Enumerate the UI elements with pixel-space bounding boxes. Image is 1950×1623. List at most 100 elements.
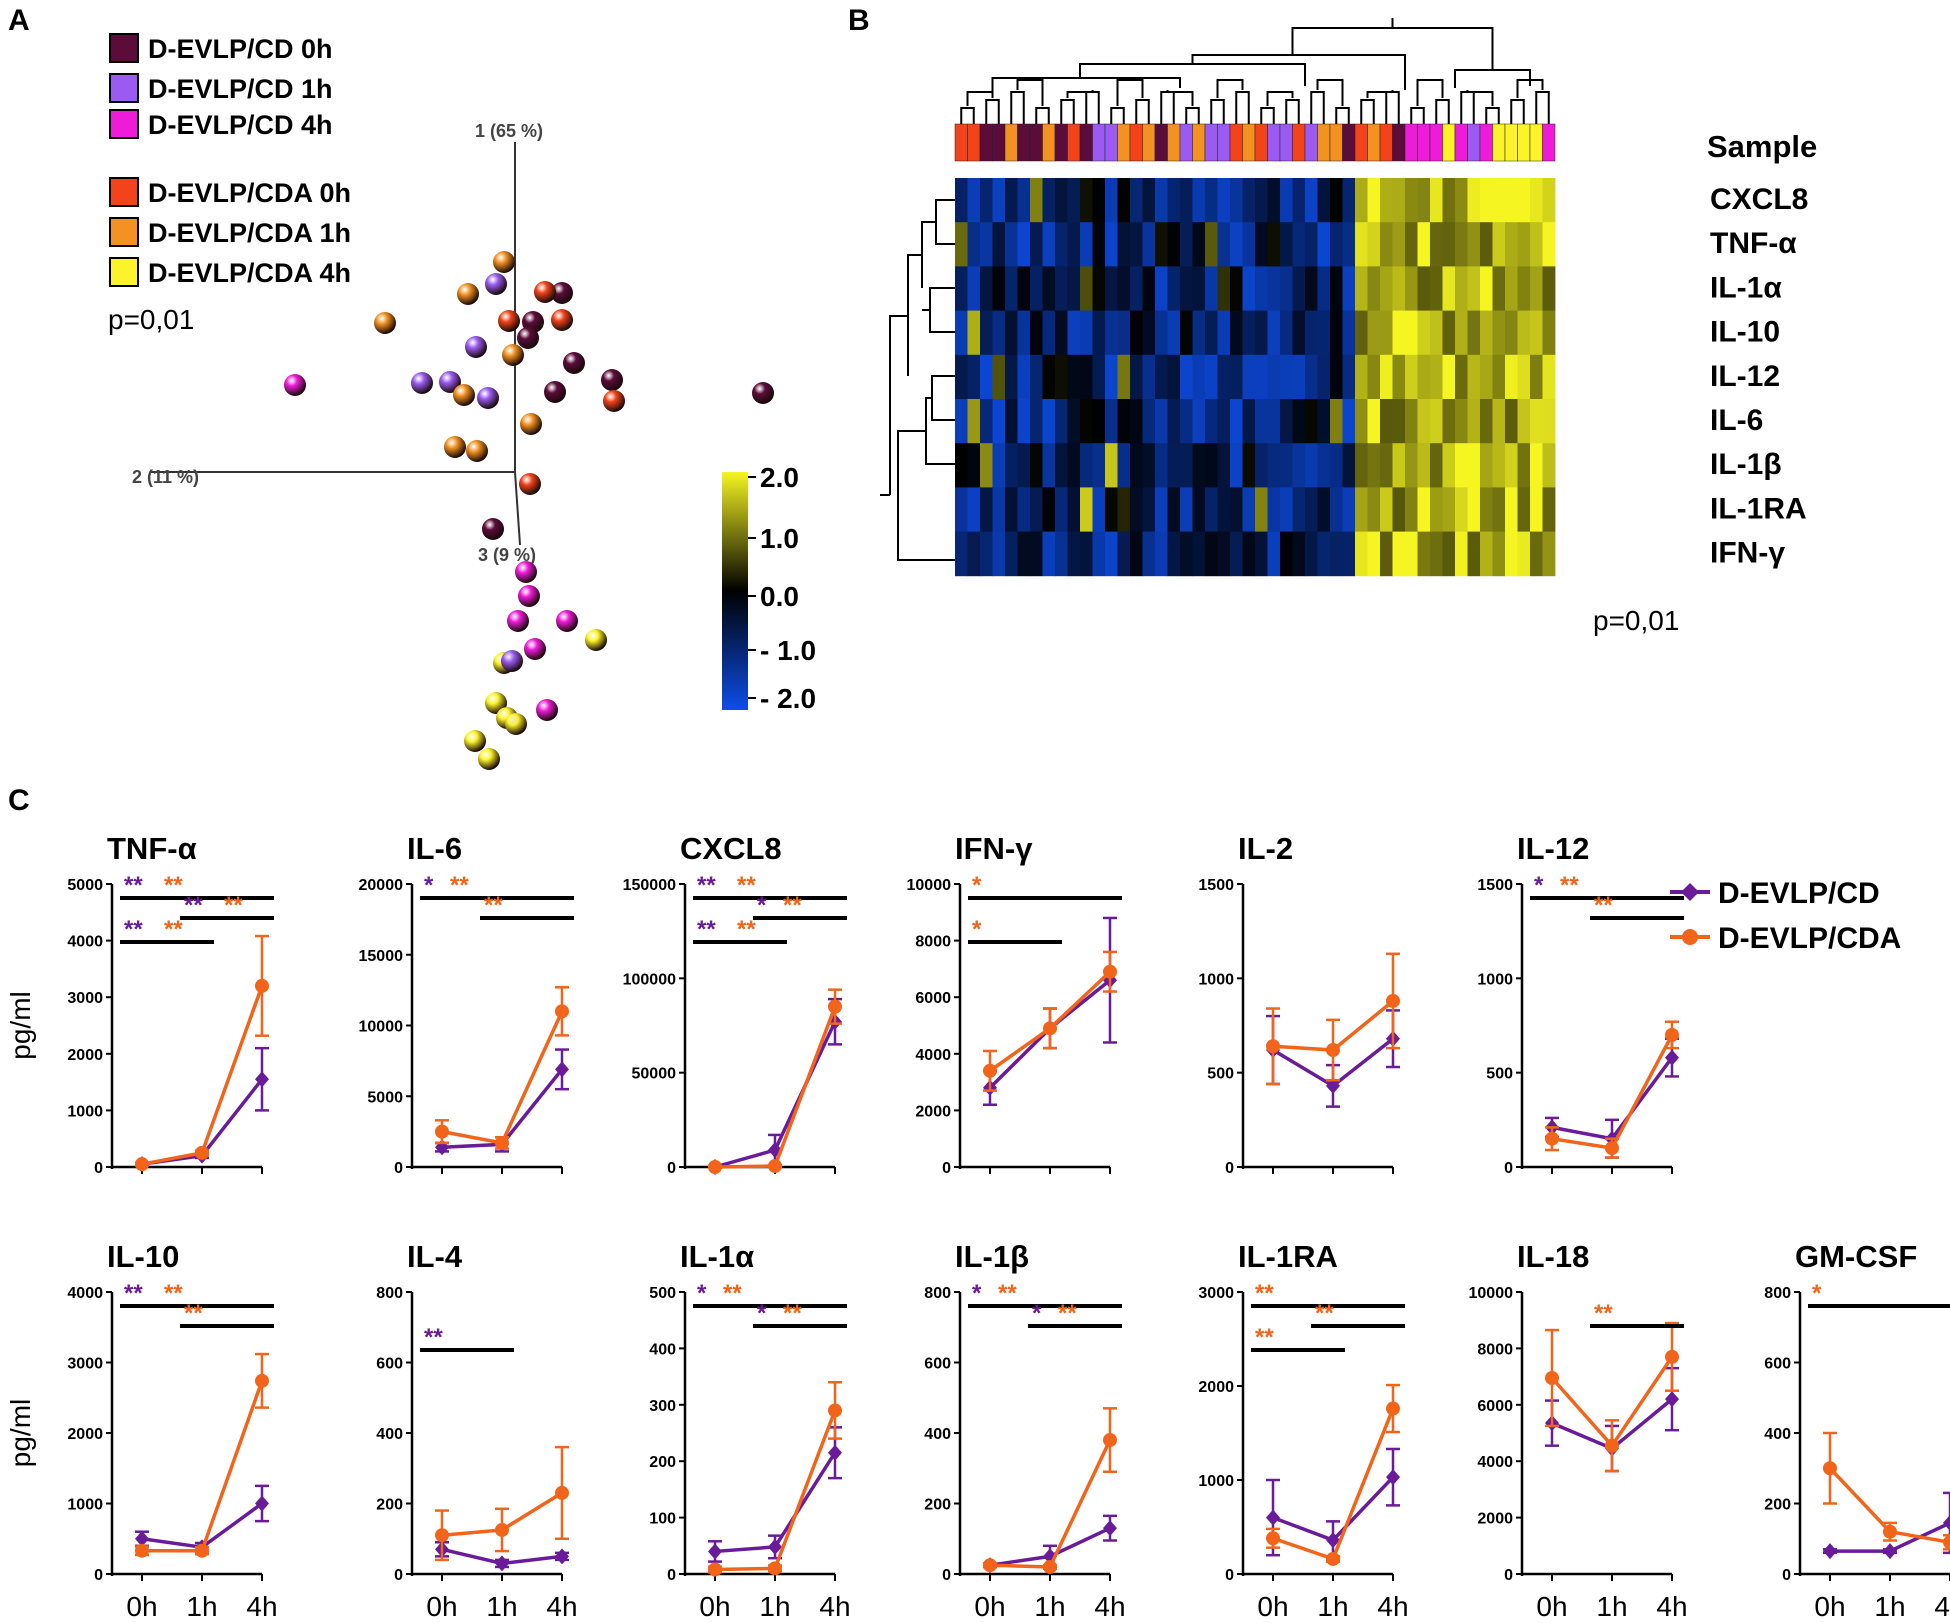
data-point-circle (255, 1373, 269, 1388)
data-point-circle (495, 1135, 509, 1150)
heatmap-cell (1005, 443, 1018, 488)
heatmap-cell (1042, 531, 1056, 577)
heatmap-cell (1217, 266, 1231, 311)
data-point-diamond (555, 1548, 569, 1565)
heatmap-gene-label: IL-12 (1710, 360, 1780, 393)
pca-legend-label: D-EVLP/CD 1h (148, 74, 333, 104)
y-tick-label: 8000 (1477, 1341, 1513, 1358)
heatmap-cell (1180, 178, 1193, 223)
heatmap-cell (1055, 178, 1068, 223)
heatmap-cell (1005, 178, 1018, 223)
subplot-title: IL-1α (680, 1239, 754, 1274)
data-point-circle (1103, 964, 1117, 979)
sample-annotation-cell (1142, 123, 1156, 162)
heatmap-gene-label: IL-1β (1710, 448, 1782, 481)
legend-label: D-EVLP/CD (1718, 877, 1880, 910)
y-tick-label: 0 (667, 1160, 676, 1177)
heatmap-cell (1142, 399, 1156, 444)
pca-point (284, 374, 306, 396)
y-tick-label: 10000 (907, 877, 952, 894)
heatmap-cell (1217, 443, 1231, 488)
y-tick-label: 100 (649, 1511, 676, 1528)
pca-point (752, 382, 774, 404)
y-tick-label: 1000 (67, 1103, 103, 1120)
significance-stars: ** (124, 1280, 143, 1307)
heatmap-cell (1242, 531, 1256, 577)
heatmap-cell (967, 487, 981, 532)
pca-point (485, 273, 507, 295)
significance-stars: ** (1594, 892, 1613, 919)
x-tick-label: 1h (759, 1591, 790, 1622)
y-tick-label: 6000 (915, 990, 951, 1007)
heatmap-cell (1017, 531, 1031, 577)
heatmap-cell (955, 266, 968, 311)
heatmap-cell (1280, 531, 1293, 577)
heatmap-cell (1455, 266, 1468, 311)
data-point-circle (1103, 1433, 1117, 1448)
heatmap-cell (1405, 443, 1418, 488)
data-point-circle (495, 1522, 509, 1537)
pca-legend-swatch (109, 73, 139, 103)
heatmap-gene-label: IL-1α (1710, 271, 1782, 304)
y-tick-label: 20000 (359, 877, 404, 894)
heatmap-cell (1017, 487, 1031, 532)
data-point-circle (1883, 1524, 1897, 1539)
heatmap-cell (1517, 443, 1531, 488)
pca-point (556, 610, 578, 632)
heatmap-cell (1455, 531, 1468, 577)
y-tick-label: 300 (649, 1398, 676, 1415)
heatmap-cell (1455, 487, 1468, 532)
significance-stars: ** (998, 1280, 1017, 1307)
pca-p-value: p=0,01 (108, 304, 194, 335)
panel-label-c: C (8, 784, 30, 817)
heatmap-cell (1280, 487, 1293, 532)
pca-legend-swatch (109, 217, 139, 247)
significance-stars: ** (164, 872, 183, 899)
heatmap-cell (1280, 310, 1293, 356)
pca-point (465, 336, 487, 358)
heatmap-cell (1267, 178, 1281, 223)
y-tick-label: 3000 (67, 990, 103, 1007)
heatmap-cell (1517, 399, 1531, 444)
y-tick-label: 5000 (367, 1089, 403, 1106)
pca-point (493, 251, 515, 273)
data-point-diamond (1665, 1049, 1679, 1066)
heatmap-cell (1080, 443, 1093, 488)
sample-annotation-cell (1192, 123, 1206, 162)
x-tick-label: 4h (1934, 1591, 1950, 1622)
sample-annotation-cell (1092, 123, 1106, 162)
data-point-circle (135, 1157, 149, 1172)
heatmap-cell (1180, 443, 1193, 488)
pca-axis-2-label: 2 (11 %) (132, 467, 199, 487)
data-point-diamond (1386, 1469, 1400, 1486)
heatmap-cell (1392, 354, 1406, 400)
pca-point (501, 650, 523, 672)
heatmap-cell (1205, 266, 1218, 311)
heatmap-cell (1530, 310, 1543, 356)
y-tick-label: 1500 (1198, 877, 1234, 894)
heatmap-cell (1117, 443, 1131, 488)
heatmap-cell (1017, 399, 1031, 444)
heatmap-cell (1105, 178, 1118, 223)
y-tick-label: 0 (394, 1160, 403, 1177)
heatmap-cell (1280, 266, 1293, 311)
heatmap-cell (1430, 222, 1443, 267)
heatmap-cell (1005, 354, 1018, 400)
y-tick-label: 500 (649, 1285, 676, 1302)
data-point-circle (1043, 1021, 1057, 1036)
y-tick-label: 0 (1225, 1567, 1234, 1584)
data-point-circle (708, 1160, 722, 1174)
significance-stars: * (1032, 1300, 1042, 1327)
heatmap-cell (1430, 399, 1443, 444)
heatmap-gene-label: IL-6 (1710, 404, 1763, 437)
heatmap-cell (1380, 310, 1393, 356)
y-tick-label: 50000 (632, 1066, 677, 1083)
heatmap-cell (1117, 487, 1131, 532)
heatmap-cell (1142, 266, 1156, 311)
subplot-IL-4: IL-4 0 200 400 600 800 0h 1h 4h ** (376, 1239, 577, 1622)
y-axis-label: pg/ml (5, 1399, 36, 1467)
significance-stars: ** (737, 916, 756, 943)
heatmap-cell (980, 310, 993, 356)
heatmap-cell (1492, 487, 1506, 532)
